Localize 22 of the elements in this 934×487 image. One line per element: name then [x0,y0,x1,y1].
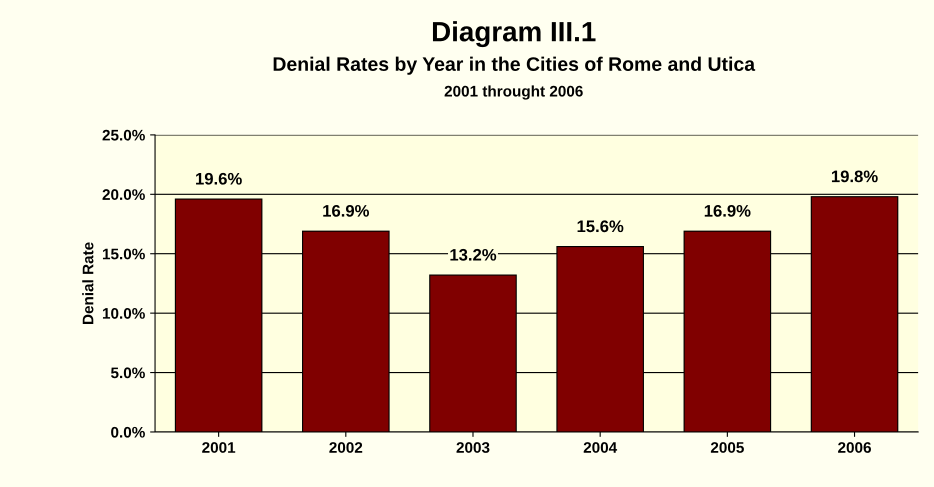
data-label: 16.9% [323,204,370,217]
y-tick-label: 25.0% [102,130,145,141]
y-axis-title: Denial Rate [82,242,94,324]
data-label: 19.6% [196,172,242,185]
y-tick-label: 15.0% [102,248,145,260]
data-label: 19.8% [832,170,878,182]
chart-title: Diagram III.1 [432,21,596,48]
data-label: 16.9% [704,204,751,217]
y-tick-label: 20.0% [102,189,145,200]
x-tick-label: 2005 [710,442,744,453]
y-tick-label: 0.0% [111,426,145,438]
text: 2001 throught 2006 [444,85,583,100]
data-label: 13.2% [450,248,496,261]
y-tick-label: 5.0% [110,367,145,378]
data-label: 15.6% [578,220,624,232]
x-tick-label: 2002 [329,442,362,453]
x-tick-label: 2003 [456,442,490,453]
x-tick-label: 2006 [838,442,871,453]
y-tick-label: 10.0% [102,308,145,319]
x-tick-label: 2001 [202,442,236,453]
chart-subtitle: Denial Rates by Year in the Cities of Rome and Utica [274,56,756,75]
x-tick-label: 2004 [584,442,618,453]
